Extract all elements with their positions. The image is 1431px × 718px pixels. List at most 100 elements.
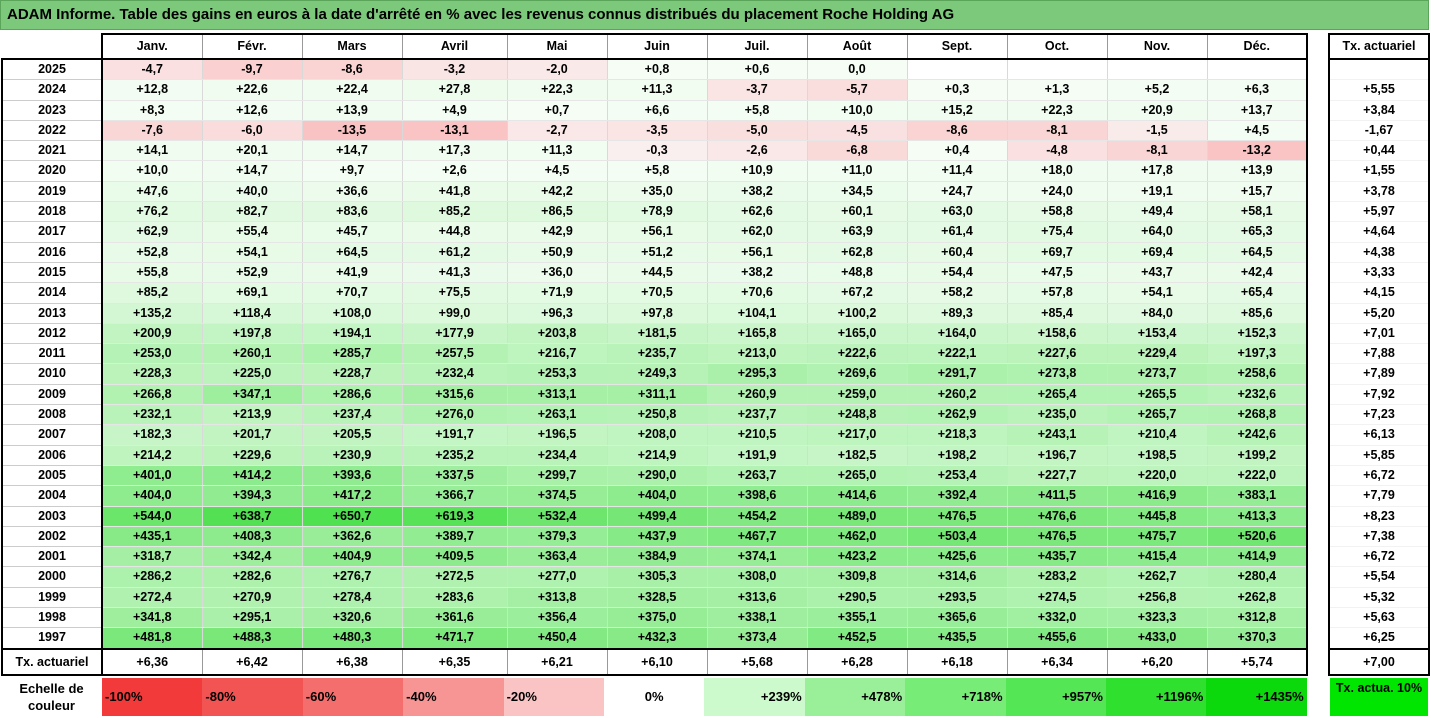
gain-cell: +467,7	[706, 526, 807, 548]
gain-cell: -13,5	[301, 120, 402, 142]
gain-cell: +435,5	[906, 627, 1007, 650]
gain-cell: +374,5	[506, 485, 607, 507]
year-rate-cell: +5,63	[1328, 607, 1430, 629]
gain-cell: -3,5	[606, 120, 707, 142]
footer-rate-cell: +6,18	[906, 647, 1007, 676]
year-rate-cell: +8,23	[1328, 506, 1430, 527]
gain-cell: +356,4	[506, 607, 607, 629]
gain-cell: +47,5	[1006, 262, 1107, 284]
gain-cell: +229,4	[1106, 343, 1207, 365]
gain-cell: +75,4	[1006, 221, 1107, 243]
gain-cell: +22,3	[506, 79, 607, 101]
gain-cell: +363,4	[506, 546, 607, 568]
gain-cell: +55,8	[101, 262, 202, 284]
gain-cell: +432,3	[606, 627, 707, 650]
gain-cell: +14,7	[201, 160, 302, 182]
gain-cell: +0,7	[506, 100, 607, 121]
gain-cell: +229,6	[201, 445, 302, 466]
gain-cell: +201,7	[201, 424, 302, 446]
gain-cell: +42,4	[1206, 262, 1308, 284]
gain-cell: +14,7	[301, 140, 402, 162]
legend-swatch: +239%	[704, 678, 805, 716]
gain-cell: +38,2	[706, 262, 807, 284]
gain-cell: +1,3	[1006, 79, 1107, 101]
gain-cell: +63,0	[906, 201, 1007, 223]
year-row: 2005 +401,0 +414,2 +393,6 +337,5 +299,7 +290,0…	[1, 465, 1308, 487]
gain-cell: +315,6	[401, 384, 507, 406]
gain-cell: +69,1	[201, 282, 302, 304]
gain-cell: +480,3	[301, 627, 402, 650]
gain-cell: +404,9	[301, 546, 402, 568]
gain-cell: +309,8	[806, 566, 907, 588]
gain-cell: +320,6	[301, 607, 402, 629]
gain-cell: +232,1	[101, 404, 202, 426]
year-label: 2005	[1, 465, 103, 487]
gain-cell: +272,4	[101, 587, 202, 609]
gain-cell: +5,8	[706, 100, 807, 121]
gain-cell: +532,4	[506, 506, 607, 527]
year-rate-cell: +5,20	[1328, 303, 1430, 324]
gain-cell: +181,5	[606, 323, 707, 345]
footer-rate-cell: +5,68	[706, 647, 807, 676]
gain-cell: +313,6	[706, 587, 807, 609]
gain-cell: +158,6	[1006, 323, 1107, 345]
gain-cell: +305,3	[606, 566, 707, 588]
gain-cell: +69,4	[1106, 242, 1207, 263]
gain-cell: +58,8	[1006, 201, 1107, 223]
legend-swatch: +478%	[804, 678, 906, 716]
year-row: 2008 +232,1 +213,9 +237,4 +276,0 +263,1 +250,8…	[1, 404, 1308, 426]
gain-cell: +15,2	[906, 100, 1007, 121]
gain-cell: +12,6	[201, 100, 302, 121]
gain-cell: +196,5	[506, 424, 607, 446]
gain-cell: +0,6	[706, 59, 807, 81]
gain-cell: +43,7	[1106, 262, 1207, 284]
gain-cell: +383,1	[1206, 485, 1308, 507]
gain-cell: +273,8	[1006, 363, 1107, 385]
legend-swatch: 0%	[603, 678, 705, 716]
year-row: 1998 +341,8 +295,1 +320,6 +361,6 +356,4 +375,0…	[1, 607, 1308, 629]
legend-swatch: +1435%	[1206, 678, 1307, 716]
year-label: 2002	[1, 526, 103, 548]
gain-cell: +177,9	[401, 323, 507, 345]
gain-cell: +450,4	[506, 627, 607, 650]
gain-cell: +314,6	[906, 566, 1007, 588]
gain-cell: +15,7	[1206, 181, 1308, 203]
year-label: 2006	[1, 445, 103, 466]
gain-cell: +222,0	[1206, 465, 1308, 487]
year-row: 1999 +272,4 +270,9 +278,4 +283,6 +313,8 +328,5…	[1, 587, 1308, 609]
gain-cell: +228,7	[301, 363, 402, 385]
year-rate-cell: -1,67	[1328, 120, 1430, 142]
year-rate-cell: +1,55	[1328, 160, 1430, 182]
gain-cell: -2,6	[706, 140, 807, 162]
gain-cell: +17,8	[1106, 160, 1207, 182]
gain-cell: +290,0	[606, 465, 707, 487]
year-rate-cell: +6,72	[1328, 465, 1430, 487]
gain-cell: +394,3	[201, 485, 302, 507]
gain-cell: +257,5	[401, 343, 507, 365]
gain-cell: +416,9	[1106, 485, 1207, 507]
gain-cell: +100,2	[806, 303, 907, 324]
gain-cell: +71,9	[506, 282, 607, 304]
year-label: 2014	[1, 282, 103, 304]
gain-cell: +0,3	[906, 79, 1007, 101]
gain-cell: +12,8	[101, 79, 202, 101]
gain-cell: +220,0	[1106, 465, 1207, 487]
year-label: 2019	[1, 181, 103, 203]
gain-cell: +62,9	[101, 221, 202, 243]
gain-cell: +13,9	[1206, 160, 1308, 182]
gain-cell: +153,4	[1106, 323, 1207, 345]
report-title: ADAM Informe. Table des gains en euros à…	[0, 0, 1429, 30]
gain-cell: +47,6	[101, 181, 202, 203]
gain-cell: +22,3	[1006, 100, 1107, 121]
gain-cell: +208,0	[606, 424, 707, 446]
year-row: 2016 +52,8 +54,1 +64,5 +61,2 +50,9 +51,2 +56,1 +…	[1, 242, 1308, 263]
gain-cell: +404,0	[101, 485, 202, 507]
gain-cell: +488,3	[201, 627, 302, 650]
year-label: 2008	[1, 404, 103, 426]
gain-cell: +70,5	[606, 282, 707, 304]
gain-cell: -4,7	[101, 59, 202, 81]
rate-header: Tx. actuariel	[1328, 33, 1430, 60]
year-rate-cell: +5,55	[1328, 79, 1430, 101]
year-row: 2006 +214,2 +229,6 +230,9 +235,2 +234,4 +214,9…	[1, 445, 1308, 466]
gains-table: Janv. Févr. Mars Avril Mai Juin Juil. Ao…	[1, 33, 1308, 676]
